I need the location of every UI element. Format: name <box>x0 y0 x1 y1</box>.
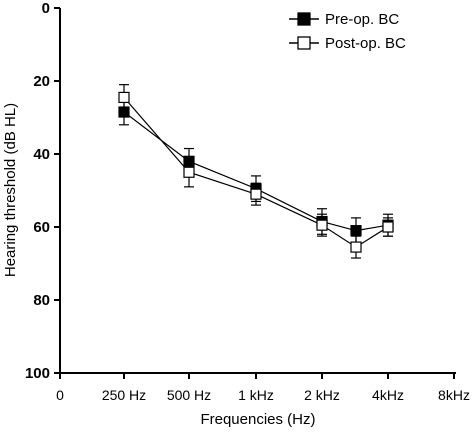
data-point <box>250 188 262 200</box>
legend-label: Post-op. BC <box>325 35 406 52</box>
y-tick-label: 0 <box>42 0 50 17</box>
series-post-op <box>118 84 394 259</box>
y-tick-label: 20 <box>33 73 50 90</box>
series-line <box>123 97 389 248</box>
x-axis-title: Frequencies (Hz) <box>200 411 315 428</box>
x-tick-label: 500 Hz <box>167 387 211 403</box>
data-point <box>316 219 328 231</box>
data-point <box>350 241 362 253</box>
data-point <box>382 221 394 233</box>
y-tick-label: 40 <box>33 146 50 163</box>
y-axis-title: Hearing threshold (dB HL) <box>2 103 19 277</box>
y-tick-label: 60 <box>33 219 50 236</box>
series-layer <box>118 84 394 259</box>
x-tick-label: 0 <box>56 387 64 403</box>
data-point <box>118 91 130 104</box>
legend-marker <box>297 36 311 50</box>
legend-label: Pre-op. BC <box>325 11 399 28</box>
data-point <box>350 225 362 237</box>
x-tick-label: 1 kHz <box>238 387 274 403</box>
axes: 0 20 40 60 80 100 0 250 Hz 500 Hz 1 kHz 2 kHz 4kHz 8… <box>25 0 470 403</box>
y-tick-label: 80 <box>33 292 50 309</box>
legend: Pre-op. BC Post-op. BC <box>289 11 406 52</box>
x-tick-label: 4kHz <box>372 387 404 403</box>
legend-marker <box>297 12 311 26</box>
series-pre-op <box>118 98 394 245</box>
x-tick-label: 2 kHz <box>304 387 340 403</box>
series-line <box>123 111 389 232</box>
y-tick-label: 100 <box>25 365 50 382</box>
x-tick-label: 250 Hz <box>102 387 146 403</box>
x-tick-label: 8kHz <box>438 387 470 403</box>
data-point <box>183 166 195 178</box>
